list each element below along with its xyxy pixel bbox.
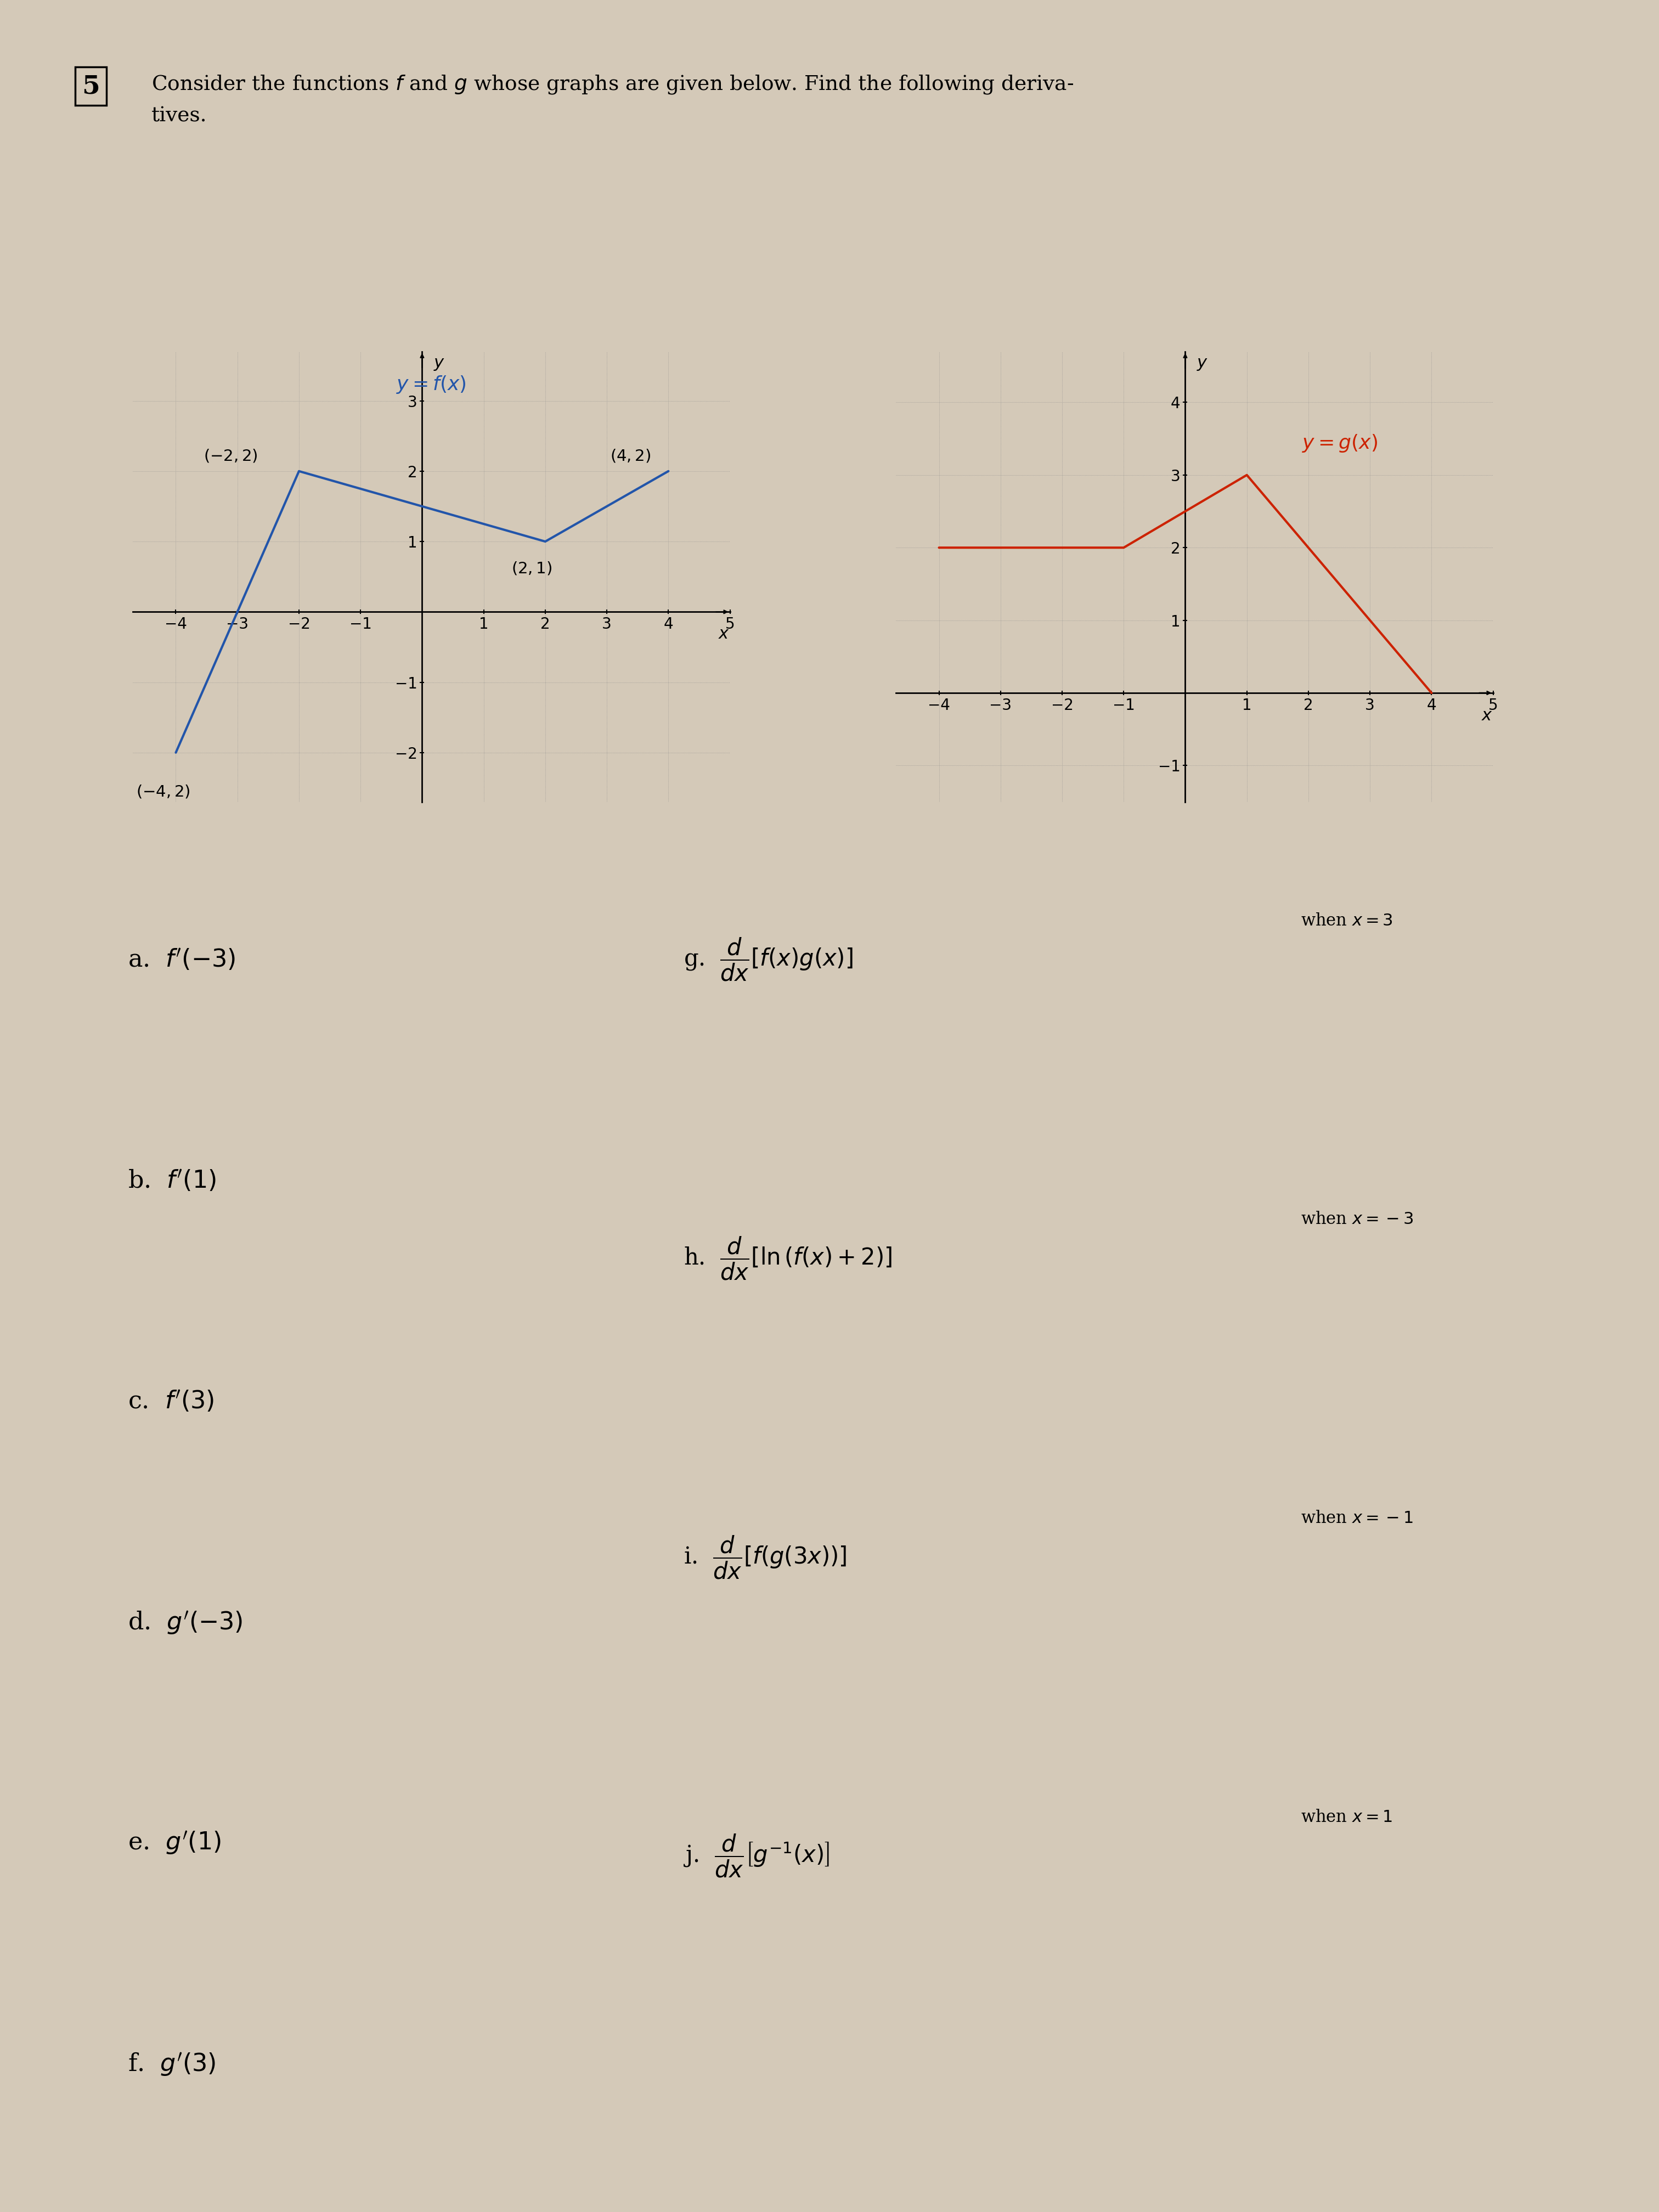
Text: 5: 5: [81, 73, 100, 100]
Text: $(-4,2)$: $(-4,2)$: [136, 783, 189, 799]
Text: c.  $f'(3)$: c. $f'(3)$: [128, 1389, 214, 1413]
Text: Consider the functions $f$ and $g$ whose graphs are given below. Find the follow: Consider the functions $f$ and $g$ whose…: [151, 73, 1073, 126]
Text: $(2,1)$: $(2,1)$: [511, 560, 552, 577]
Text: when $x = 3$: when $x = 3$: [1301, 911, 1392, 929]
Text: f.  $g'(3)$: f. $g'(3)$: [128, 2051, 216, 2077]
Text: $(4,2)$: $(4,2)$: [611, 449, 650, 465]
Text: $y = g(x)$: $y = g(x)$: [1302, 434, 1377, 453]
Text: when $x = 1$: when $x = 1$: [1301, 1809, 1392, 1825]
Text: j.  $\dfrac{d}{dx}\left[g^{-1}(x)\right]$: j. $\dfrac{d}{dx}\left[g^{-1}(x)\right]$: [684, 1834, 830, 1878]
Text: e.  $g'(1)$: e. $g'(1)$: [128, 1829, 221, 1856]
Text: h.  $\dfrac{d}{dx}\left[\ln\left(f(x)+2\right)\right]$: h. $\dfrac{d}{dx}\left[\ln\left(f(x)+2\r…: [684, 1237, 893, 1281]
Text: $x$: $x$: [1481, 708, 1493, 723]
Text: when $x = -3$: when $x = -3$: [1301, 1210, 1413, 1228]
Text: d.  $g'(-3)$: d. $g'(-3)$: [128, 1608, 242, 1635]
Text: b.  $f'(1)$: b. $f'(1)$: [128, 1168, 216, 1192]
Text: $x$: $x$: [718, 626, 730, 641]
Text: g.  $\dfrac{d}{dx}\left[f(x)g(x)\right]$: g. $\dfrac{d}{dx}\left[f(x)g(x)\right]$: [684, 936, 853, 982]
Text: i.  $\dfrac{d}{dx}\left[f(g(3x))\right]$: i. $\dfrac{d}{dx}\left[f(g(3x))\right]$: [684, 1535, 846, 1579]
Text: $y = f(x)$: $y = f(x)$: [397, 374, 466, 396]
Text: $y$: $y$: [1196, 356, 1208, 372]
Text: $(-2,2)$: $(-2,2)$: [204, 449, 257, 465]
Text: $y$: $y$: [433, 356, 445, 372]
Text: a.  $f'(-3)$: a. $f'(-3)$: [128, 947, 236, 971]
Text: when $x = -1$: when $x = -1$: [1301, 1511, 1413, 1526]
